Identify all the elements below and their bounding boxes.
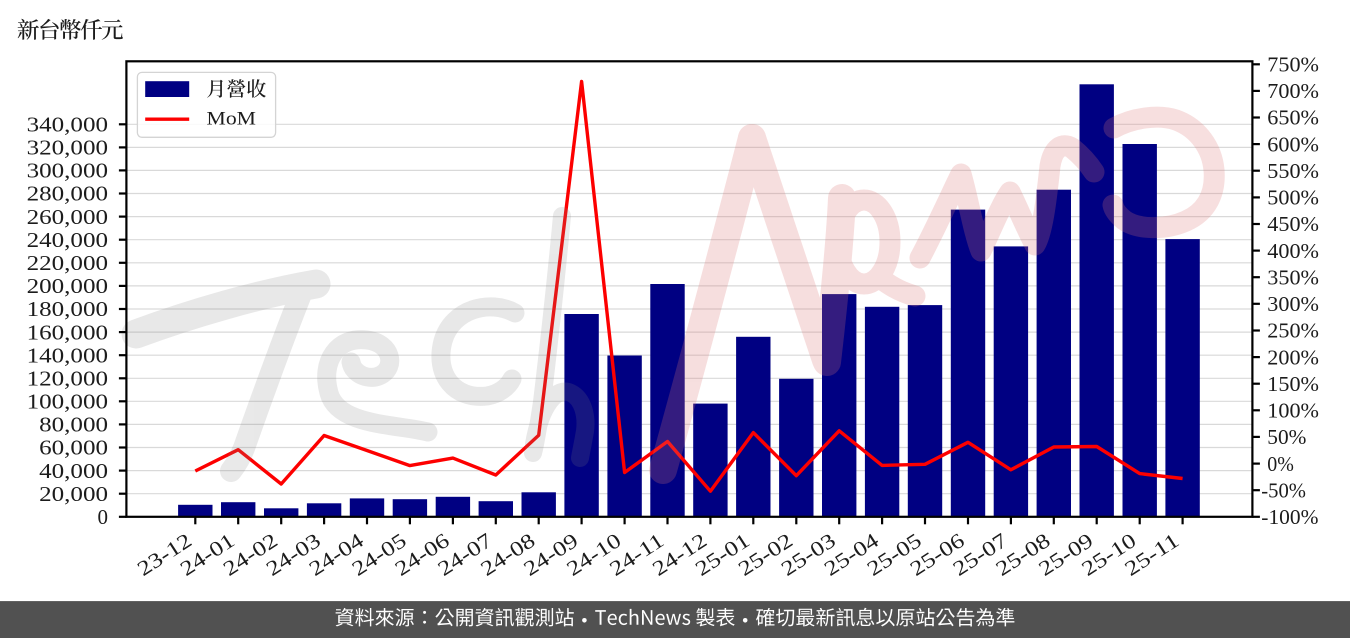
svg-text:280,000: 280,000 [27, 182, 108, 206]
svg-text:180,000: 180,000 [27, 297, 108, 321]
svg-text:550%: 550% [1267, 159, 1319, 183]
svg-text:200%: 200% [1267, 345, 1319, 369]
svg-text:350%: 350% [1267, 265, 1319, 289]
svg-text:140,000: 140,000 [27, 343, 108, 367]
svg-text:400%: 400% [1267, 239, 1319, 263]
svg-text:700%: 700% [1267, 79, 1319, 103]
svg-text:260,000: 260,000 [27, 205, 108, 229]
svg-text:120,000: 120,000 [27, 367, 108, 391]
svg-text:100,000: 100,000 [27, 390, 108, 414]
svg-text:300%: 300% [1267, 292, 1319, 316]
svg-text:20,000: 20,000 [39, 482, 108, 506]
svg-text:100%: 100% [1267, 399, 1319, 423]
svg-text:320,000: 320,000 [27, 136, 108, 160]
svg-text:250%: 250% [1267, 319, 1319, 343]
svg-text:60,000: 60,000 [39, 436, 108, 460]
svg-text:150%: 150% [1267, 372, 1319, 396]
svg-text:340,000: 340,000 [27, 113, 108, 137]
svg-text:80,000: 80,000 [39, 413, 108, 437]
svg-text:0: 0 [98, 505, 109, 529]
svg-text:MoM: MoM [207, 108, 257, 129]
svg-text:-100%: -100% [1261, 505, 1318, 529]
svg-text:300,000: 300,000 [27, 159, 108, 183]
svg-text:40,000: 40,000 [39, 459, 108, 483]
svg-text:200,000: 200,000 [27, 274, 108, 298]
svg-text:750%: 750% [1267, 53, 1319, 77]
svg-text:600%: 600% [1267, 132, 1319, 156]
svg-text:500%: 500% [1267, 186, 1319, 210]
svg-text:450%: 450% [1267, 212, 1319, 236]
svg-text:0%: 0% [1267, 452, 1294, 476]
svg-text:50%: 50% [1267, 425, 1306, 449]
svg-text:650%: 650% [1267, 106, 1319, 130]
svg-text:240,000: 240,000 [27, 228, 108, 252]
svg-text:-50%: -50% [1261, 478, 1306, 502]
svg-text:160,000: 160,000 [27, 320, 108, 344]
svg-text:220,000: 220,000 [27, 251, 108, 275]
